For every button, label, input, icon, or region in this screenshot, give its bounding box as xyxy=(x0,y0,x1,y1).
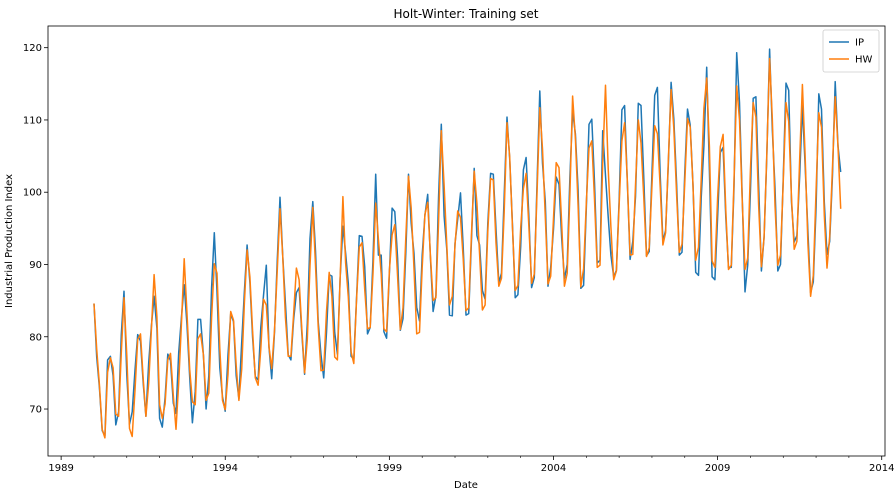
y-tick-label: 120 xyxy=(23,43,42,54)
legend-label-hw: HW xyxy=(855,55,873,66)
x-tick-label: 2009 xyxy=(705,463,730,474)
x-tick-label: 1989 xyxy=(48,463,73,474)
y-tick-label: 100 xyxy=(23,188,42,199)
series-line-hw xyxy=(93,57,842,439)
axes-layer: 1989 1994 1999 2004 2009 2014 70 80 90 100 110 120 xyxy=(23,25,894,474)
y-axis-label: Industrial Production Index xyxy=(4,174,15,308)
y-tick-label: 70 xyxy=(29,405,42,416)
legend: IP HW xyxy=(822,29,880,73)
x-axis-label: Date xyxy=(454,480,478,491)
plot-frame xyxy=(47,25,886,457)
x-tick-label: 1999 xyxy=(377,463,402,474)
y-tick-label: 110 xyxy=(23,115,42,126)
x-tick-label: 2004 xyxy=(541,463,566,474)
y-tick-label: 80 xyxy=(29,332,42,343)
x-tick-label: 2014 xyxy=(869,463,894,474)
legend-label-ip: IP xyxy=(855,38,864,49)
plot-background xyxy=(48,26,885,456)
y-tick-label: 90 xyxy=(29,260,42,271)
chart-title: Holt-Winter: Training set xyxy=(394,7,539,21)
series-layer xyxy=(93,48,842,439)
x-tick-label: 1994 xyxy=(213,463,238,474)
legend-box xyxy=(822,29,880,73)
